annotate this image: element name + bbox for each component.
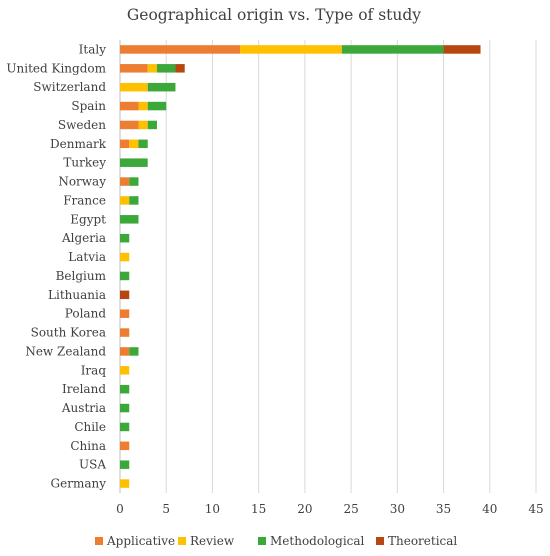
category-label: Austria [61,401,106,415]
bar-applicative-china [120,441,130,451]
bar-theoretical-italy [443,45,481,54]
bar-applicative-denmark [120,139,130,149]
category-labels: Italy United Kingdom Switzerland Spain Swede… [6,42,106,490]
category-label: New Zealand [25,344,106,358]
bar-methodological-ireland [120,384,130,394]
gridlines [119,40,537,493]
bar-methodological-usa [120,460,130,469]
bar-methodological-egypt [120,215,139,224]
category-label: Norway [58,175,106,189]
bar-review-france [120,196,130,205]
legend-label-applicative: Applicative [106,534,175,548]
category-label: Algeria [61,231,106,245]
bar-methodological-sweden [147,120,157,130]
category-label: Egypt [70,212,106,226]
bar-review-latvia [120,252,130,262]
category-label: China [70,439,106,453]
bar-methodological-united-kingdom [156,64,176,73]
bar-applicative-south-korea [120,328,130,337]
category-label: Switzerland [33,80,106,94]
bar-methodological-denmark [138,139,148,149]
legend: Applicative Review Methodological Theoretic… [95,534,457,548]
x-tick-label: 35 [436,502,451,516]
category-label: Lithuania [48,288,106,302]
category-label: Turkey [63,156,106,170]
bar-applicative-spain [120,101,139,111]
legend-label-review: Review [190,534,235,548]
bar-applicative-poland [120,309,130,318]
category-label: Poland [65,307,107,321]
legend-swatch-theoretical [376,537,384,545]
category-label: USA [79,458,106,472]
bar-methodological-belgium [120,271,130,281]
x-tick-label: 15 [251,502,266,516]
bar-methodological-spain [147,101,167,111]
category-label: Ireland [62,382,106,396]
bar-applicative-united-kingdom [120,64,148,73]
bar-methodological-algeria [120,233,130,243]
legend-label-methodological: Methodological [270,534,365,548]
legend-swatch-applicative [95,537,103,545]
bar-review-iraq [120,366,130,375]
bars [120,45,481,488]
bar-applicative-norway [120,177,130,186]
category-label: United Kingdom [6,61,106,75]
category-label: Germany [51,477,107,491]
x-tick-label: 40 [482,502,497,516]
bar-theoretical-lithuania [120,290,130,300]
bar-theoretical-united-kingdom [175,64,185,73]
category-label: Denmark [50,137,107,151]
bar-methodological-norway [129,177,139,186]
bar-methodological-turkey [120,158,148,167]
bar-review-denmark [129,139,139,149]
x-tick-label: 25 [343,502,358,516]
x-tick-label: 10 [205,502,220,516]
category-label: Belgium [56,269,107,283]
bar-review-spain [138,101,148,111]
x-tick-label: 45 [528,502,543,516]
bar-methodological-austria [120,403,130,413]
bar-review-germany [120,479,130,488]
category-label: Chile [74,420,106,434]
bar-applicative-new-zealand [120,347,130,356]
bar-methodological-chile [120,422,130,432]
bar-review-italy [240,45,342,54]
bar-applicative-italy [120,45,241,54]
category-label: Spain [71,99,106,113]
legend-swatch-review [178,537,186,545]
x-tick-label: 30 [390,502,405,516]
bar-methodological-switzerland [147,82,176,92]
bar-review-united-kingdom [147,64,157,73]
legend-swatch-methodological [258,537,266,545]
bar-applicative-sweden [120,120,139,130]
category-label: South Korea [31,326,106,340]
x-tick-label: 20 [297,502,312,516]
category-label: Sweden [58,118,106,132]
x-tick-labels: 0 5 10 15 20 25 30 35 40 45 [116,502,543,516]
category-label: France [63,193,106,207]
bar-review-sweden [138,120,148,130]
bar-review-switzerland [120,82,148,92]
category-label: Latvia [68,250,106,264]
x-tick-label: 5 [162,502,170,516]
category-label: Iraq [81,363,107,377]
x-tick-label: 0 [116,502,124,516]
category-label: Italy [79,42,107,56]
bar-methodological-france [129,196,139,205]
bar-methodological-italy [341,45,444,54]
legend-label-theoretical: Theoretical [388,534,457,548]
bar-methodological-new-zealand [129,347,139,356]
chart-title: Geographical origin vs. Type of study [127,6,421,24]
